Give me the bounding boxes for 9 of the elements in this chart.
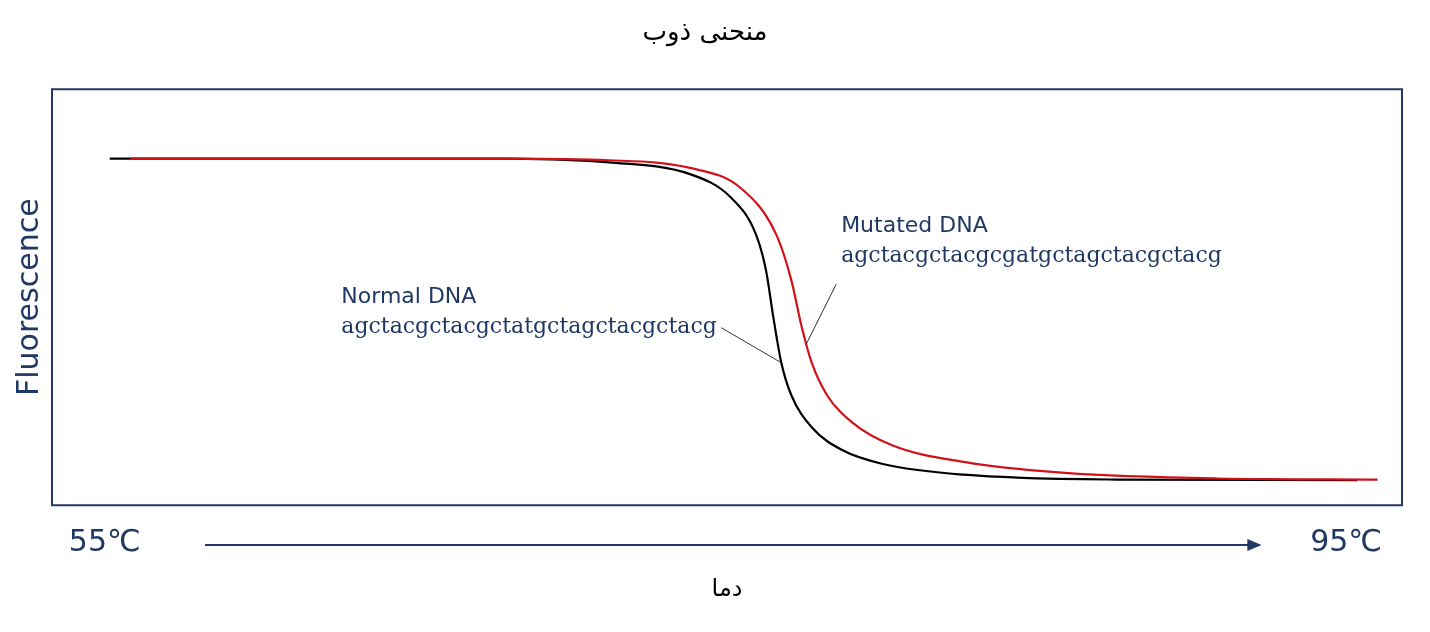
annotation: agctacgctacgcgatgctagctacgctacg [841, 242, 1222, 268]
annotation: Normal DNA [341, 282, 477, 308]
annotation: agctacgctacgctatgctagctacgctacg [341, 312, 717, 338]
chart-title: منحنی ذوب [642, 16, 768, 48]
x-axis-title: دما [711, 573, 743, 602]
annotation: Mutated DNA [841, 212, 988, 238]
y-axis-title: Fluorescence [9, 198, 45, 397]
x-tick-label: 55℃ [68, 523, 141, 558]
x-tick-label: 95℃ [1310, 523, 1383, 558]
